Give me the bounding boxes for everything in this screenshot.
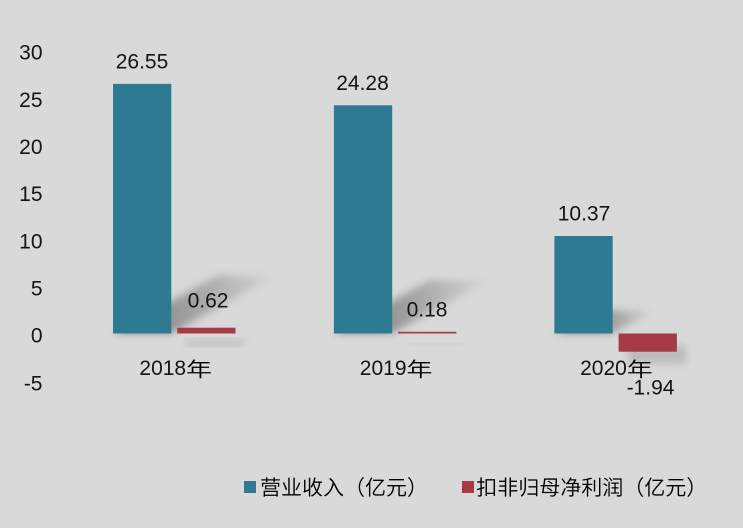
- svg-text:-1.94: -1.94: [627, 377, 675, 400]
- svg-text:-5: -5: [24, 372, 43, 395]
- svg-text:15: 15: [19, 183, 42, 206]
- svg-text:5: 5: [31, 278, 43, 301]
- svg-text:25: 25: [19, 89, 42, 112]
- svg-text:10.37: 10.37: [558, 203, 611, 226]
- svg-text:30: 30: [19, 42, 42, 65]
- svg-text:20: 20: [19, 136, 42, 159]
- svg-text:0: 0: [31, 324, 43, 347]
- svg-text:24.28: 24.28: [336, 72, 389, 95]
- svg-text:26.55: 26.55: [116, 50, 169, 73]
- svg-text:10: 10: [19, 230, 42, 253]
- svg-text:2019: 2019: [360, 357, 407, 380]
- svg-text:2018: 2018: [139, 357, 186, 380]
- svg-text:0.62: 0.62: [188, 290, 229, 313]
- svg-text:0.18: 0.18: [407, 299, 448, 322]
- svg-text:2020: 2020: [580, 357, 627, 380]
